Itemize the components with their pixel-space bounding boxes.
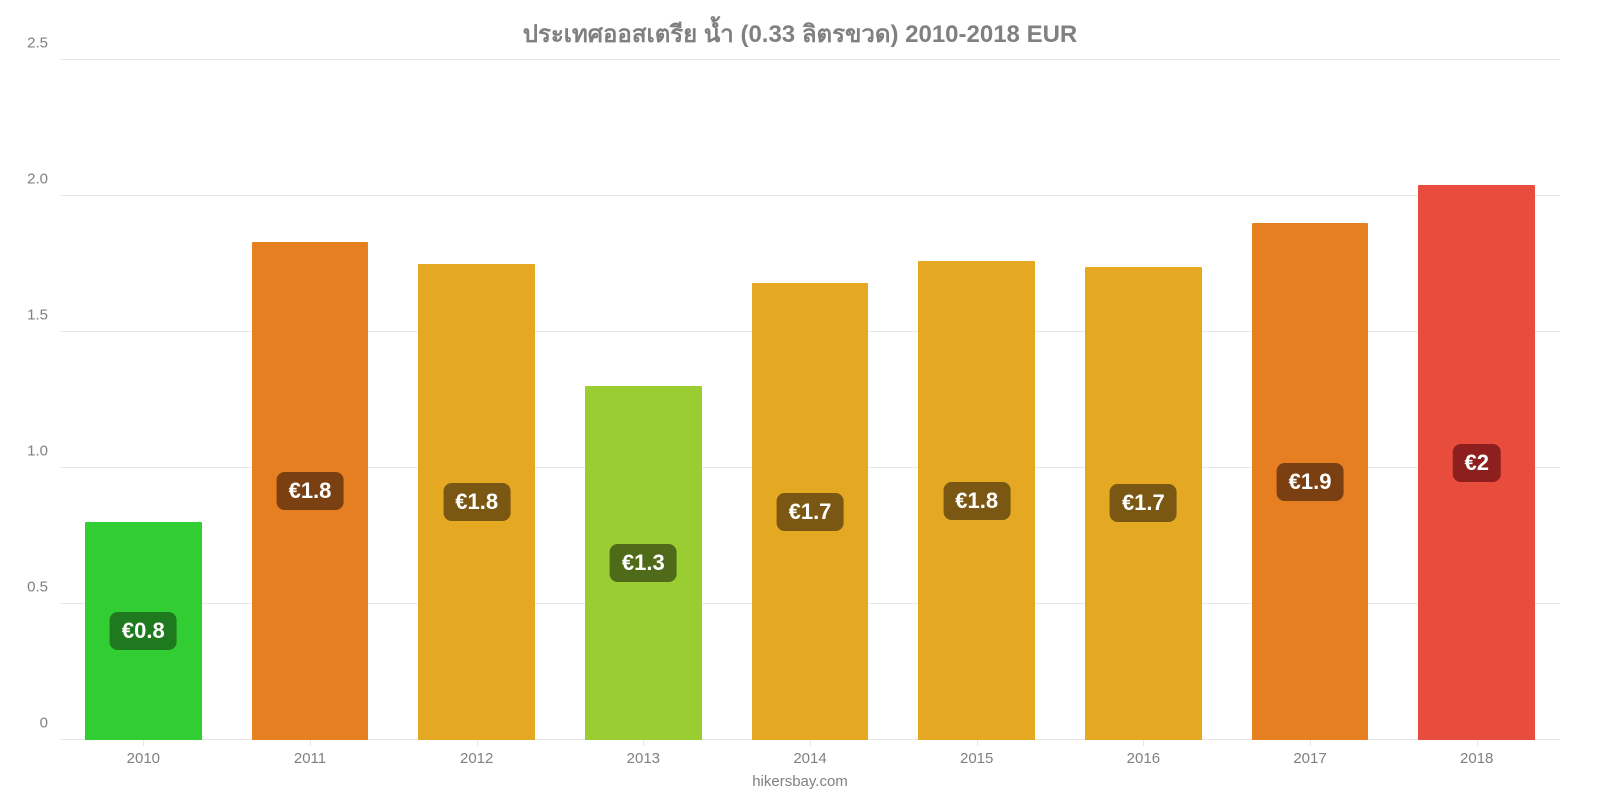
bar: €1.7 [1085,267,1202,740]
x-axis-tick: 2016 [1127,740,1160,767]
bar: €1.8 [418,264,535,740]
value-badge: €1.8 [277,472,344,510]
value-badge: €1.3 [610,544,677,582]
bar: €1.7 [752,283,869,740]
y-axis-tick: 2.5 [27,35,60,52]
value-badge: €1.7 [1110,484,1177,522]
bar: €1.9 [1252,223,1369,740]
value-badge: €1.8 [943,482,1010,520]
bar-slot: €1.7 2014 [727,60,894,740]
bar-slot: €1.3 2013 [560,60,727,740]
chart-title: ประเทศออสเตรีย น้ำ (0.33 ลิตรขวด) 2010-2… [0,14,1600,53]
bar: €2 [1418,185,1535,740]
y-axis-tick: 0.5 [27,579,60,596]
bar-slot: €1.8 2012 [393,60,560,740]
y-axis-tick: 0 [40,715,60,732]
x-axis-tick: 2015 [960,740,993,767]
bar-slot: €1.8 2011 [227,60,394,740]
x-axis-tick: 2012 [460,740,493,767]
bar-slot: €1.9 2017 [1227,60,1394,740]
bar: €1.3 [585,386,702,740]
x-axis-tick: 2013 [627,740,660,767]
value-badge: €0.8 [110,612,177,650]
bars-group: €0.8 2010 €1.8 2011 €1.8 2012 [60,60,1560,740]
bar-slot: €0.8 2010 [60,60,227,740]
value-badge: €1.9 [1277,463,1344,501]
plot-area: 0 0.5 1.0 1.5 2.0 2.5 €0.8 2010 €1.8 201… [60,60,1560,740]
x-axis-tick: 2018 [1460,740,1493,767]
bar-slot: €2 2018 [1393,60,1560,740]
y-axis-tick: 1.5 [27,307,60,324]
bar-slot: €1.7 2016 [1060,60,1227,740]
x-axis-tick: 2011 [294,740,326,767]
x-axis-tick: 2010 [127,740,160,767]
value-badge: €2 [1452,444,1500,482]
y-axis-tick: 1.0 [27,443,60,460]
value-badge: €1.7 [777,493,844,531]
y-axis-tick: 2.0 [27,171,60,188]
bar: €0.8 [85,522,202,740]
bar: €1.8 [918,261,1035,740]
bar-slot: €1.8 2015 [893,60,1060,740]
x-axis-tick: 2014 [793,740,826,767]
attribution-text: hikersbay.com [0,773,1600,790]
chart-container: ประเทศออสเตรีย น้ำ (0.33 ลิตรขวด) 2010-2… [0,0,1600,800]
value-badge: €1.8 [443,483,510,521]
bar: €1.8 [252,242,369,740]
x-axis-tick: 2017 [1293,740,1326,767]
